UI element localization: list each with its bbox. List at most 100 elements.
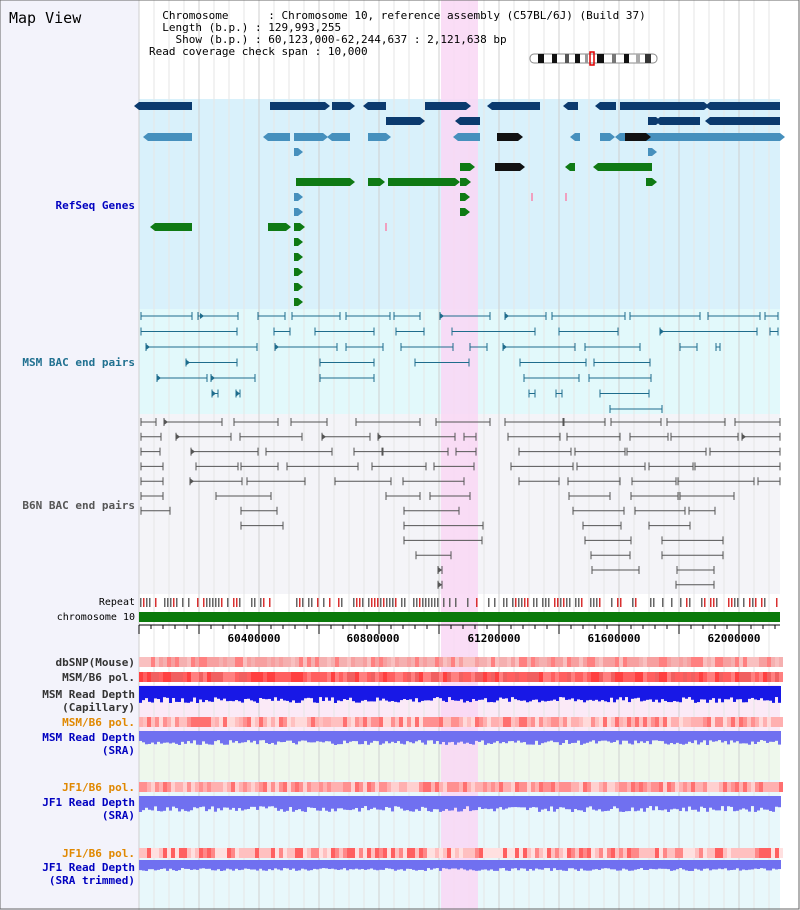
depth-bar: [754, 796, 757, 812]
density-cell: [587, 848, 591, 858]
jf1-b6-pol-label-2[interactable]: JF1/B6 pol.: [62, 847, 135, 860]
depth-bar: [436, 686, 439, 698]
gene-arrow: [298, 238, 303, 246]
density-cell: [575, 717, 579, 727]
depth-bar: [748, 686, 751, 699]
msm-depth-capillary-label[interactable]: MSM Read Depth (Capillary): [42, 688, 135, 714]
repeat-mark: [317, 598, 319, 607]
refseq-genes-label[interactable]: RefSeq Genes: [55, 199, 135, 212]
jf1-depth-sra-label[interactable]: JF1 Read Depth (SRA): [42, 796, 135, 822]
depth-bar: [763, 796, 766, 810]
depth-bar: [442, 731, 445, 742]
density-cell: [771, 657, 775, 667]
depth-bar: [586, 796, 589, 808]
density-cell: [471, 717, 475, 727]
depth-bar: [283, 731, 286, 742]
depth-bar: [550, 731, 553, 741]
density-cell: [543, 782, 547, 792]
show-key: Show (b.p.): [175, 33, 249, 46]
chromosome-bar[interactable]: [139, 612, 780, 622]
gene-arrow: [380, 178, 385, 186]
depth-bar: [631, 686, 634, 699]
depth-bar: [292, 796, 295, 812]
repeat-mark: [149, 598, 151, 607]
repeat-mark: [434, 598, 436, 607]
depth-bar: [673, 731, 676, 745]
depth-bar: [193, 860, 196, 870]
depth-bar: [508, 686, 511, 702]
depth-bar: [757, 796, 760, 811]
depth-bar: [688, 731, 691, 742]
msm-b6-pol-label-2[interactable]: MSM/B6 pol.: [62, 716, 135, 729]
depth-bar: [178, 686, 181, 702]
repeat-mark: [533, 598, 535, 607]
refseq-genes[interactable]: [134, 102, 785, 306]
depth-bar: [727, 731, 730, 745]
depth-bar: [568, 686, 571, 700]
depth-bar: [184, 731, 187, 744]
density-cell: [775, 672, 779, 682]
density-cell: [551, 672, 555, 682]
repeat-mark: [416, 598, 418, 607]
depth-bar: [595, 686, 598, 700]
repeat-mark: [761, 598, 763, 607]
depth-bar: [208, 796, 211, 810]
depth-bar: [565, 860, 568, 871]
repeat-mark: [146, 598, 148, 607]
msm-bac-label[interactable]: MSM BAC end pairs: [22, 356, 135, 369]
density-cell: [511, 848, 515, 858]
density-cell: [399, 717, 403, 727]
density-cell: [363, 717, 367, 727]
depth-bar: [661, 796, 664, 811]
gene-block: [388, 178, 440, 186]
depth-bar: [364, 686, 367, 700]
density-cell: [731, 717, 735, 727]
chromosome-ideogram[interactable]: [529, 51, 658, 66]
density-cell: [355, 848, 359, 858]
depth-bar: [505, 731, 508, 744]
msm-depth-sra-label[interactable]: MSM Read Depth (SRA): [42, 731, 135, 757]
repeat-mark: [368, 598, 370, 607]
density-cell: [691, 848, 695, 858]
gene-marker: [531, 193, 533, 201]
density-cell: [251, 782, 255, 792]
gene-block: [425, 102, 466, 110]
depth-bar: [715, 796, 718, 811]
depth-bar: [745, 731, 748, 744]
density-cell: [583, 672, 587, 682]
density-cell: [775, 657, 779, 667]
density-cell: [575, 848, 579, 858]
density-cell: [143, 717, 147, 727]
density-cell: [675, 657, 679, 667]
density-cell: [139, 848, 143, 858]
density-cell: [195, 672, 199, 682]
dbsnp-label[interactable]: dbSNP(Mouse): [55, 656, 135, 669]
depth-bar: [691, 731, 694, 744]
msm-bac-pairs[interactable]: [140, 312, 779, 413]
depth-bar: [235, 796, 238, 811]
gene-arrow: [350, 178, 355, 186]
depth-bar: [724, 796, 727, 812]
depth-bar: [487, 796, 490, 810]
msm-b6-pol-label[interactable]: MSM/B6 pol.: [62, 671, 135, 684]
jf1-depth-trimmed-label[interactable]: JF1 Read Depth (SRA trimmed): [42, 861, 135, 887]
depth-bar: [463, 731, 466, 744]
density-cell: [259, 848, 263, 858]
density-cell: [351, 782, 355, 792]
density-cell: [379, 717, 383, 727]
b6n-bac-label[interactable]: B6N BAC end pairs: [22, 499, 135, 512]
depth-bar: [607, 731, 610, 742]
depth-bar: [418, 686, 421, 703]
msm-bac-pair-arrow: [503, 344, 507, 350]
density-cell: [631, 657, 635, 667]
depth-bar: [433, 796, 436, 810]
density-cell: [703, 782, 707, 792]
depth-bar: [679, 731, 682, 744]
b6n-bac-pairs[interactable]: [140, 418, 781, 589]
jf1-b6-pol-label[interactable]: JF1/B6 pol.: [62, 781, 135, 794]
density-cell: [371, 848, 375, 858]
depth-bar: [529, 860, 532, 870]
depth-bar: [307, 860, 310, 871]
depth-bar: [544, 860, 547, 869]
density-cell: [779, 848, 783, 858]
